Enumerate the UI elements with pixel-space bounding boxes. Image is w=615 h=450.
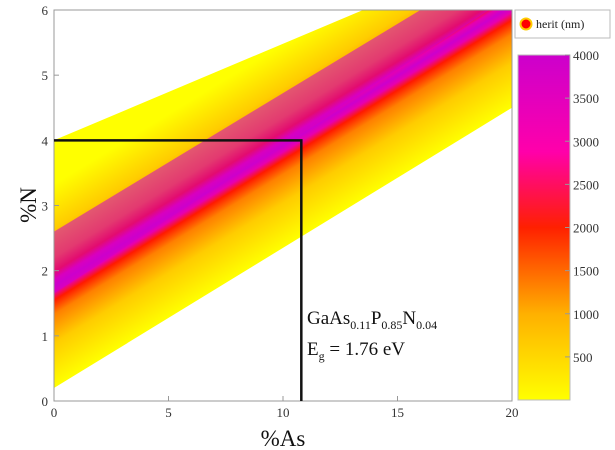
- x-axis-ticks: 0 5 10 15 20: [51, 396, 519, 420]
- x-tick-label: 0: [51, 405, 58, 420]
- colorbar-tick-label: 2500: [573, 177, 599, 192]
- colorbar-tick-label: 1000: [573, 307, 599, 322]
- x-axis-title: %As: [261, 426, 306, 450]
- colorbar-tick-label: 2000: [573, 221, 599, 236]
- y-axis-title: %N: [16, 187, 41, 223]
- energy-symbol: E: [307, 339, 319, 360]
- compound-part-1: GaAs: [307, 308, 350, 329]
- colorbar: [518, 55, 570, 400]
- colorbar-tick-label: 3500: [573, 91, 599, 106]
- legend-marker-icon: [519, 17, 533, 31]
- compound-sub-1: 0.11: [350, 318, 371, 332]
- compound-annotation: GaAs0.11P0.85N0.04: [307, 308, 437, 332]
- energy-sub: g: [319, 349, 325, 363]
- colorbar-tick-label: 3000: [573, 134, 599, 149]
- colorbar-label: herit (nm): [536, 17, 584, 31]
- x-tick-label: 20: [506, 405, 519, 420]
- y-tick-label: 5: [42, 68, 49, 83]
- y-tick-label: 2: [42, 264, 49, 279]
- y-tick-label: 4: [42, 133, 49, 148]
- energy-annotation: Eg = 1.76 eV: [307, 339, 405, 363]
- band-yellow: [54, 10, 512, 388]
- y-tick-label: 6: [42, 3, 49, 18]
- y-tick-label: 1: [42, 329, 49, 344]
- x-tick-label: 15: [391, 405, 404, 420]
- colorbar-tick-label: 4000: [573, 48, 599, 63]
- y-tick-label: 3: [42, 199, 49, 214]
- colorbar-tick-label: 1500: [573, 264, 599, 279]
- compound-part-3: N: [402, 308, 416, 329]
- band-magenta: [54, 10, 490, 294]
- compound-sub-2: 0.85: [381, 318, 402, 332]
- colorbar-ticks: 500 1000 1500 2000 2500 3000 3500 4000: [565, 48, 599, 365]
- compound-part-2: P: [371, 308, 382, 329]
- colorbar-tick-label: 500: [573, 350, 593, 365]
- x-tick-label: 5: [165, 405, 172, 420]
- energy-value: = 1.76 eV: [325, 339, 406, 360]
- x-tick-label: 10: [277, 405, 290, 420]
- y-tick-label: 0: [42, 394, 49, 409]
- crosshair-line: [54, 139, 303, 401]
- compound-sub-3: 0.04: [416, 318, 437, 332]
